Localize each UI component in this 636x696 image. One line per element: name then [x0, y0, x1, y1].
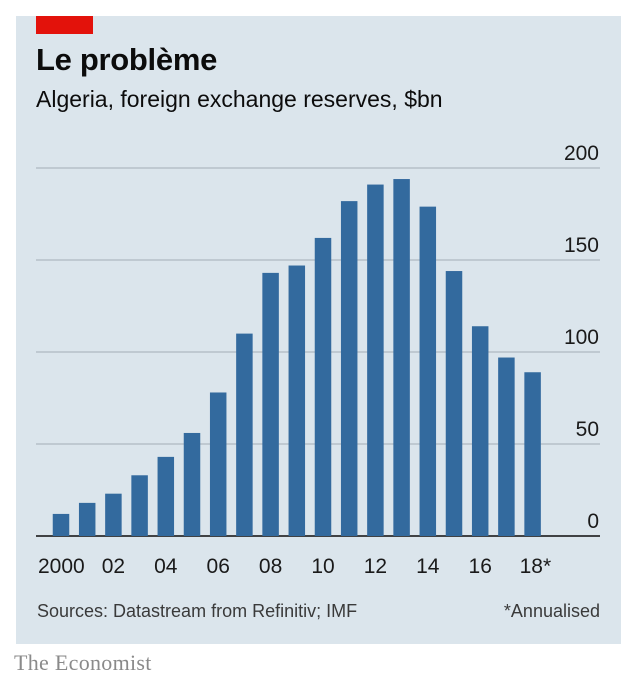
y-tick-label: 200	[564, 142, 599, 165]
x-tick-label: 14	[416, 555, 440, 578]
x-tick-label: 10	[311, 555, 334, 578]
x-tick-label: 18*	[520, 555, 552, 578]
x-tick-label: 16	[469, 555, 492, 578]
x-tick-label: 04	[154, 555, 178, 578]
bar-2000	[52, 513, 70, 536]
chart-title: Le problème	[36, 42, 218, 77]
x-tick-label: 12	[364, 555, 387, 578]
bar-2002	[105, 493, 122, 536]
bar-chart: 0 50 100 150 200 2000 02 04 06 08 10 12 14 16 18*	[36, 142, 600, 578]
bar-2008	[262, 272, 279, 536]
x-axis-ticks: 2000 02 04 06 08 10 12 14 16 18*	[38, 555, 551, 578]
y-axis-ticks: 0 50 100 150 200	[564, 142, 599, 533]
y-tick-label: 0	[587, 510, 599, 533]
bar-2004	[157, 456, 175, 536]
bars	[52, 179, 541, 537]
bar-2011	[340, 201, 358, 536]
bar-2007	[236, 333, 253, 536]
x-tick-label: 02	[102, 555, 125, 578]
bar-2016	[471, 326, 489, 536]
bar-2015	[445, 271, 463, 536]
bar-2001	[78, 502, 96, 536]
bar-2012	[367, 184, 384, 536]
y-tick-label: 50	[576, 418, 599, 441]
bar-2010	[314, 237, 332, 537]
bar-2013	[393, 179, 410, 537]
bar-2006	[209, 392, 227, 536]
bar-2009	[288, 265, 306, 536]
bar-2017	[498, 357, 515, 536]
x-tick-label: 08	[259, 555, 282, 578]
y-tick-label: 100	[564, 326, 599, 349]
economist-brand: The Economist	[14, 650, 152, 675]
red-tag-decoration	[36, 16, 93, 34]
x-tick-label: 06	[207, 555, 230, 578]
sources-note: Sources: Datastream from Refinitiv; IMF	[37, 601, 358, 621]
bar-2003	[131, 475, 148, 536]
bar-2014	[419, 206, 437, 536]
y-tick-label: 150	[564, 234, 599, 257]
annualised-note: *Annualised	[503, 601, 600, 621]
x-tick-label: 2000	[38, 555, 85, 578]
chart-panel: Le problème Algeria, foreign exchange re…	[16, 16, 621, 644]
bar-2005	[183, 432, 201, 536]
chart-subtitle: Algeria, foreign exchange reserves, $bn	[36, 86, 443, 112]
bar-2018	[524, 372, 541, 536]
